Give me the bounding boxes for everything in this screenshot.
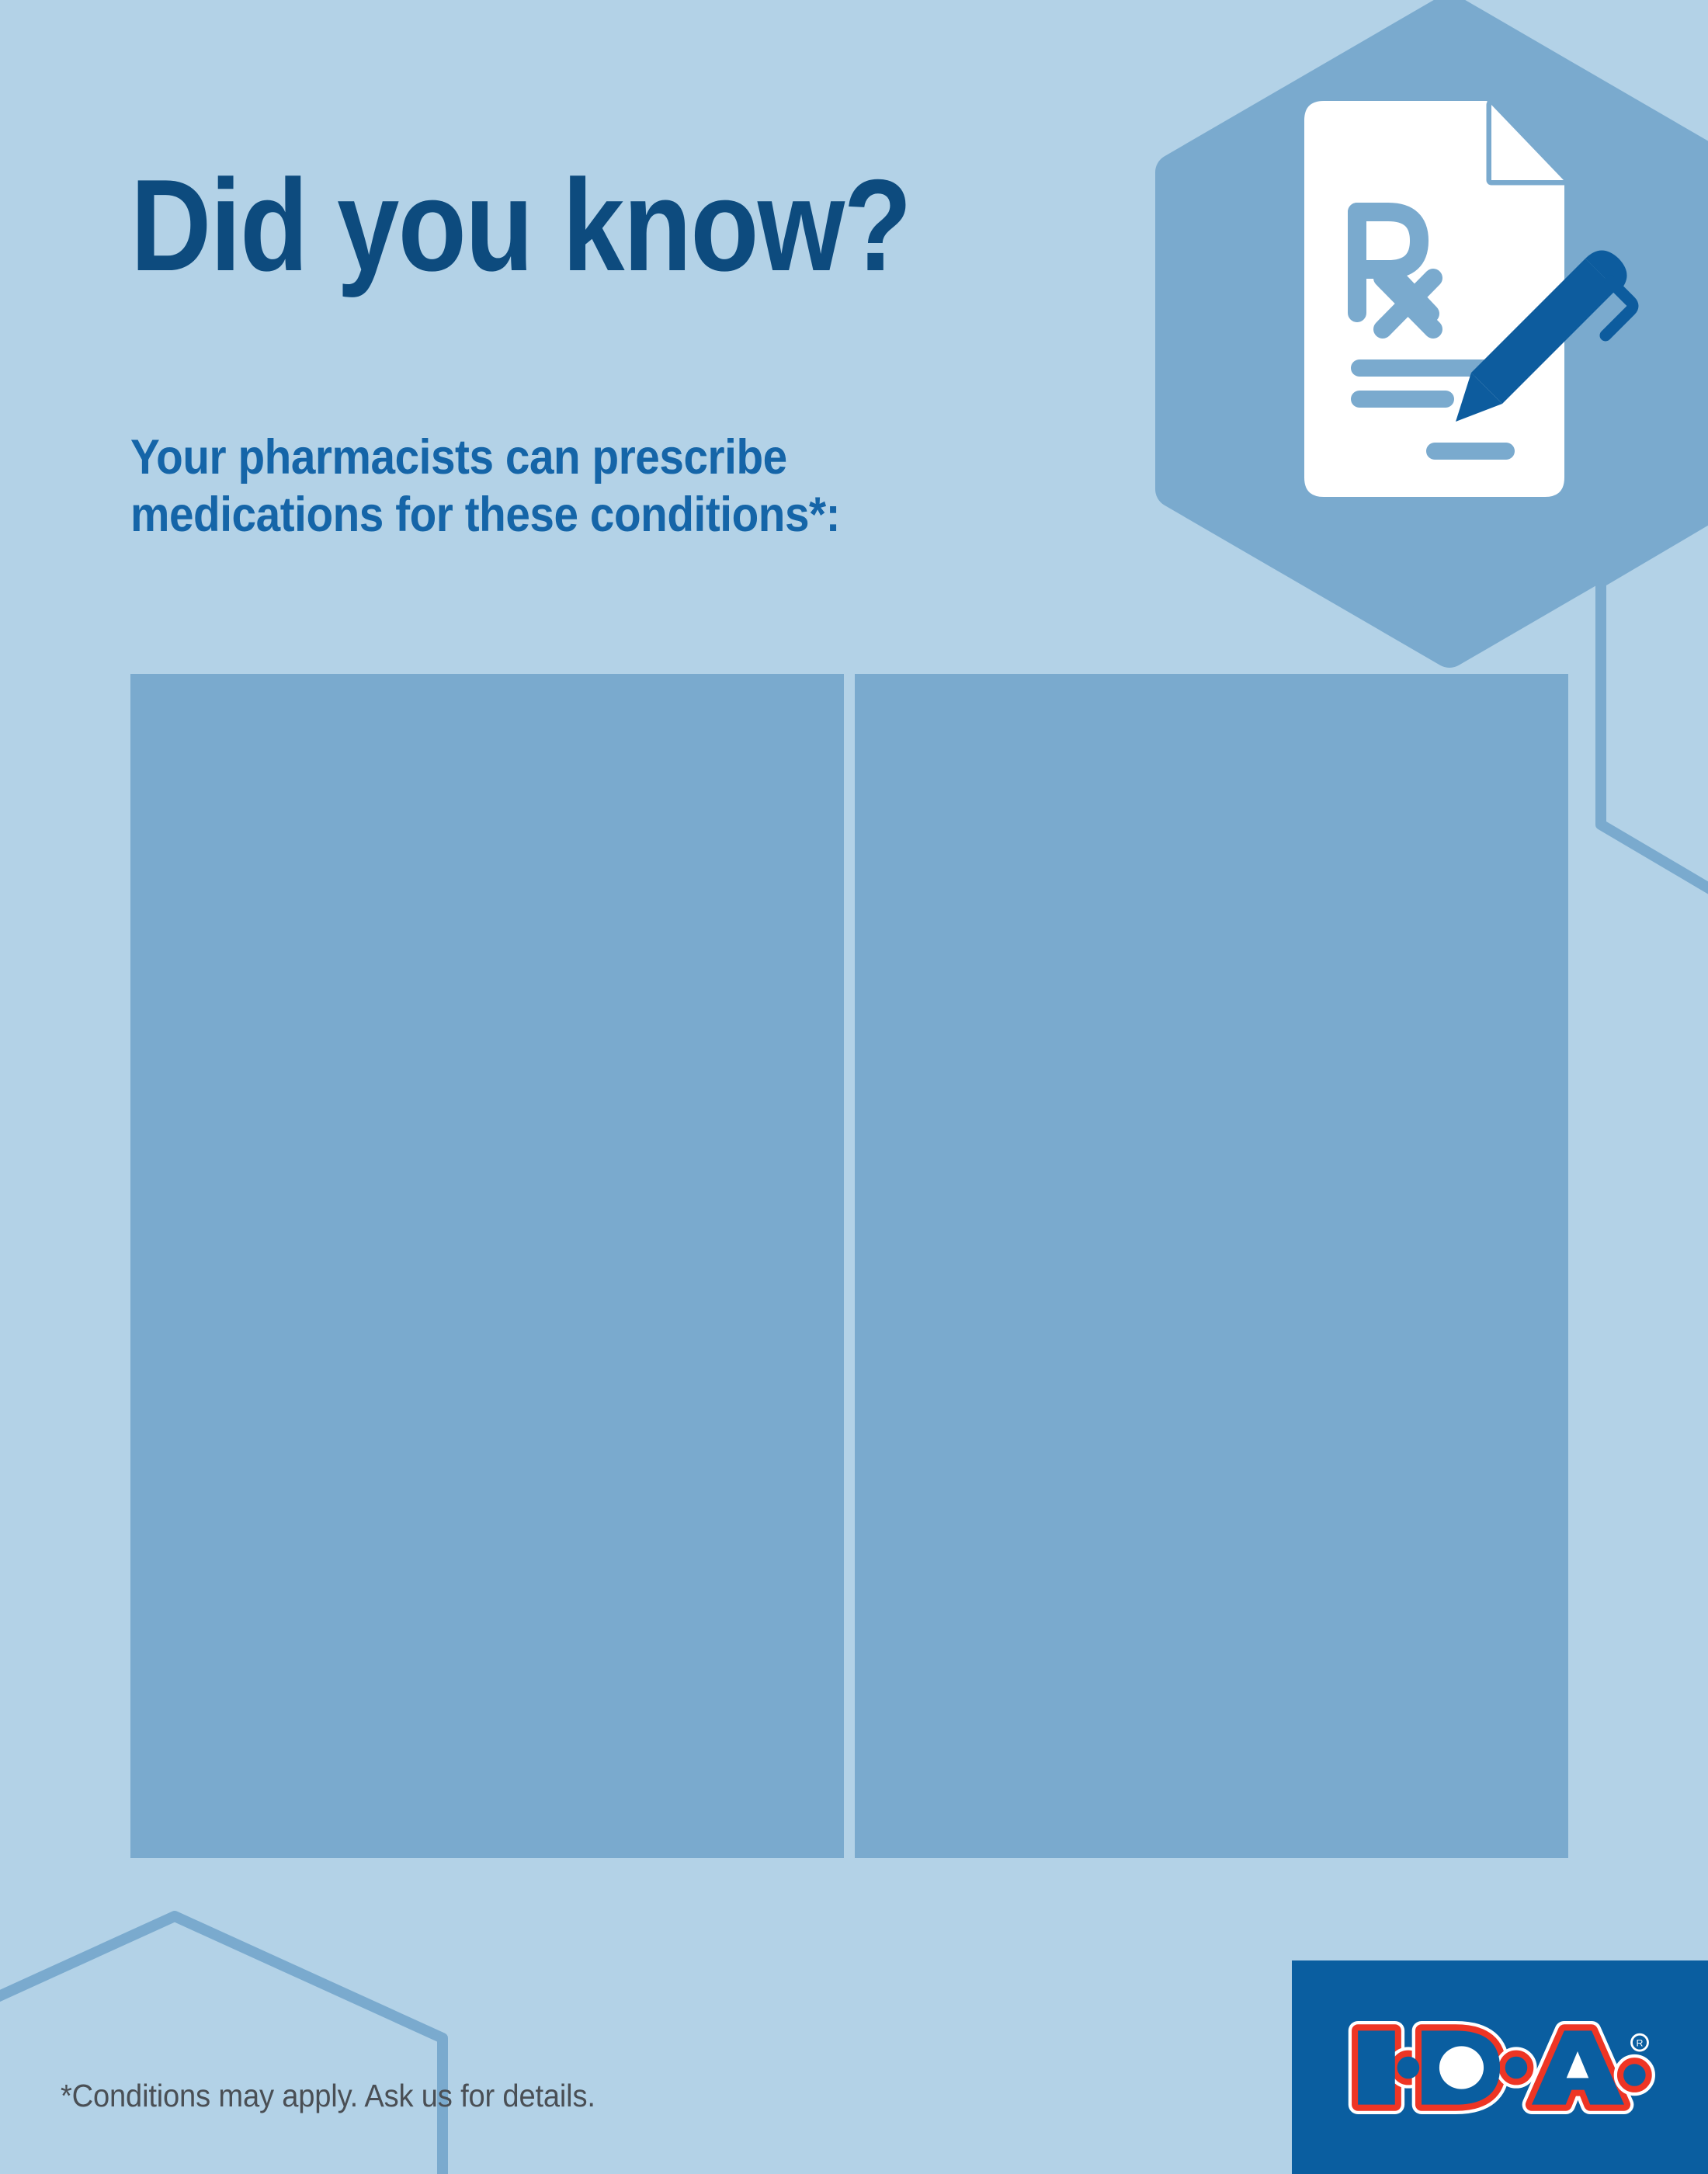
page-title: Did you know? [130,152,912,298]
registered-trademark-icon: R [1630,2033,1649,2052]
prescription-document-shape [1304,101,1564,497]
conditions-panel-right-body [855,674,1568,1858]
pen-cap [1585,250,1627,292]
document-signature-line [1426,443,1515,460]
pen-icon [1456,250,1639,422]
footnote-text: *Conditions may apply. Ask us for detail… [61,2078,595,2113]
document-folded-corner-icon [1486,99,1569,186]
ida-a-counter [1566,2051,1589,2078]
hexagon-outline-right [1595,512,1708,894]
hexagon-outline-bottom-left [0,1911,448,2174]
ida-logo-icon: R [1348,2020,1655,2114]
subtitle: Your pharmacists can prescribe medicatio… [130,429,1074,544]
document-rule-line-2 [1351,391,1454,408]
subtitle-line-1: Your pharmacists can prescribe [130,430,787,484]
hexagon-badge-shape [1155,0,1708,668]
svg-text:R: R [1637,2037,1644,2048]
subtitle-line-2: medications for these conditions*: [130,488,841,543]
conditions-panel-row [130,674,1568,1858]
conditions-panel-left [130,674,844,1858]
conditions-panel-right [855,674,1568,1858]
pen-clip [1599,275,1639,342]
ida-logo-block: R [1292,1960,1708,2174]
document-rule-line-1 [1351,359,1506,377]
rx-symbol-icon [1348,203,1442,339]
conditions-panel-left-body [130,674,844,1858]
ida-d-counter [1439,2045,1484,2089]
document-corner-notch [1491,105,1564,180]
pen-body [1471,259,1616,404]
pen-tip [1456,373,1502,422]
